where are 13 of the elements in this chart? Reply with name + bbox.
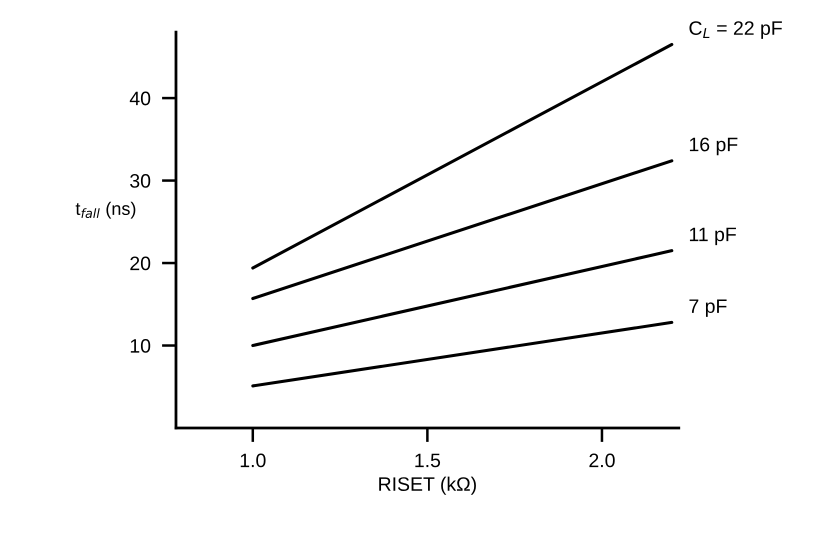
series-label: 11 pF: [690, 228, 736, 246]
x-tick-label: 1.0: [240, 454, 266, 468]
y-tick-label: 10: [130, 338, 150, 353]
series-label: C$_{L}$ = 22 pF: [689, 21, 782, 39]
series-label: 7 pF: [689, 299, 727, 317]
y-tick-label: 30: [130, 174, 150, 188]
y-axis-title: t$_{fall}$ (ns): [76, 202, 136, 219]
y-tick-label: 40: [130, 92, 150, 106]
series-label: 16 pF: [690, 138, 738, 156]
x-tick-label: 2.0: [589, 454, 615, 468]
x-axis-title: RISET (kΩ): [379, 476, 476, 495]
y-tick-label: 20: [130, 256, 150, 270]
x-tick-label: 1.5: [415, 454, 440, 468]
